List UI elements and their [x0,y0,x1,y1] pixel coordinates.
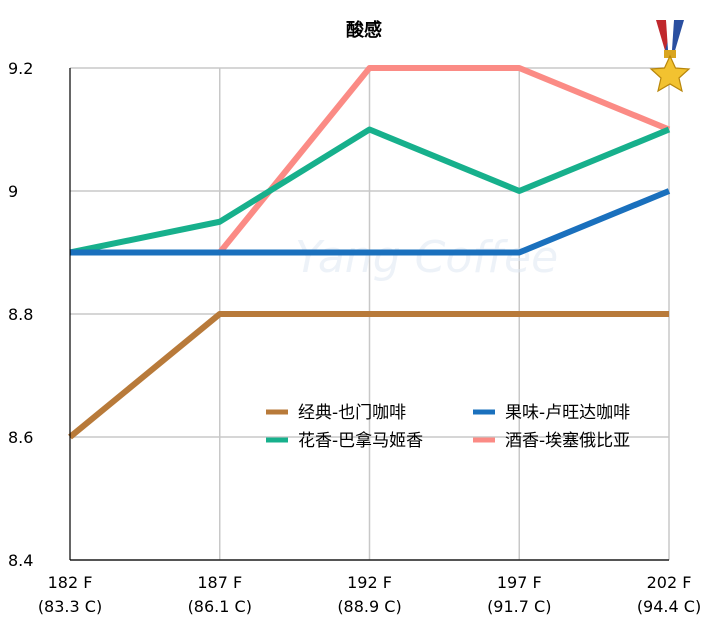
x-tick-label: 182 F [48,573,93,592]
legend-label: 花香-巴拿马姬香 [298,430,423,451]
x-tick-label: 187 F [197,573,242,592]
legend-label: 经典-也门咖啡 [298,403,406,423]
x-tick-sublabel: (94.4 C) [637,597,701,616]
y-tick-label: 8.6 [8,428,33,447]
y-tick-label: 9 [8,182,18,201]
x-tick-sublabel: (91.7 C) [487,597,551,616]
axes: 8.4 8.6 8.8 9 9.2 182 F (83.3 C) 187 F (86.1 C) 1… [8,59,701,616]
x-tick-sublabel: (83.3 C) [38,597,102,616]
x-tick-label: 202 F [647,573,692,592]
legend-label: 果味-卢旺达咖啡 [505,403,630,423]
watermark: Yang Coffee [295,232,558,283]
series-line [217,65,671,255]
series-line [68,311,669,440]
medal-icon [649,20,691,93]
x-tick-sublabel: (86.1 C) [188,597,252,616]
legend-label: 酒香-埃塞俄比亚 [505,431,630,451]
y-tick-label: 8.4 [8,551,33,570]
series-line [69,126,671,256]
series-lines [68,65,671,440]
y-tick-label: 9.2 [8,59,33,78]
x-tick-sublabel: (88.9 C) [337,597,401,616]
chart-title: 酸感 [346,19,382,41]
y-tick-label: 8.8 [8,305,33,324]
series-line [70,188,671,256]
x-tick-label: 192 F [347,573,392,592]
x-tick-label: 197 F [497,573,542,592]
